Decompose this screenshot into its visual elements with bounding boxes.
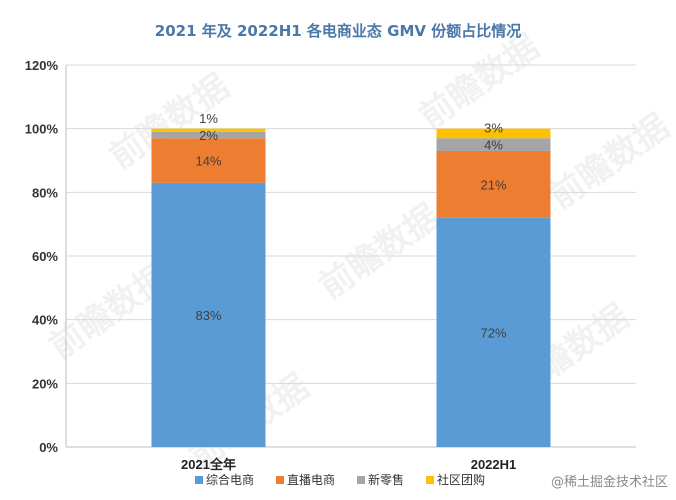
legend-label-直播电商: 直播电商 xyxy=(287,472,335,487)
legend-swatch-直播电商 xyxy=(276,476,284,484)
bar-segment-新零售-2022H1 xyxy=(436,138,551,151)
y-tick-label: 0% xyxy=(39,440,58,455)
bar-segment-综合电商-2022H1 xyxy=(436,217,551,447)
bar-segment-社区团购-2022H1 xyxy=(436,128,551,139)
background-watermark-1: 前瞻数据 xyxy=(412,27,546,138)
data-label-直播电商-2021全年: 14% xyxy=(195,154,221,169)
y-tick-label: 120% xyxy=(25,58,59,73)
bars: 83% 14% 2% 1% 72% 21% 4% 3% xyxy=(151,111,551,448)
legend-label-综合电商: 综合电商 xyxy=(206,472,254,487)
bar-segment-直播电商-2022H1 xyxy=(436,150,551,218)
y-tick-label: 20% xyxy=(32,376,58,391)
data-label-综合电商-2021全年: 83% xyxy=(195,308,221,323)
y-tick-label: 80% xyxy=(32,185,58,200)
legend-swatch-综合电商 xyxy=(195,476,203,484)
data-label-社区团购-2022H1: 3% xyxy=(484,121,503,136)
bar-segment-社区团购-2021全年 xyxy=(151,128,266,132)
x-tick-label: 2021全年 xyxy=(181,457,236,472)
legend: 综合电商 直播电商 新零售 社区团购 xyxy=(195,472,485,487)
data-label-直播电商-2022H1: 21% xyxy=(480,177,506,192)
legend-swatch-社区团购 xyxy=(426,476,434,484)
data-label-新零售-2021全年: 2% xyxy=(199,128,218,143)
y-axis: 0% 20% 40% 60% 80% 100% 120% xyxy=(25,58,67,455)
data-label-新零售-2022H1: 4% xyxy=(484,138,503,153)
y-tick-label: 100% xyxy=(25,122,59,137)
background-watermark-3: 前瞻数据 xyxy=(312,197,446,308)
legend-swatch-新零售 xyxy=(357,476,365,484)
bar-segment-新零售-2021全年 xyxy=(151,131,266,139)
bar-segment-直播电商-2021全年 xyxy=(151,138,266,183)
watermark-text: @稀土掘金技术社区 xyxy=(551,474,668,490)
background-watermark-4: 前瞻数据 xyxy=(542,107,676,218)
bar-segment-综合电商-2021全年 xyxy=(151,182,266,448)
data-label-社区团购-2021全年: 1% xyxy=(199,111,218,126)
x-tick-label: 2022H1 xyxy=(471,457,517,472)
legend-label-社区团购: 社区团购 xyxy=(437,472,485,487)
y-tick-label: 60% xyxy=(32,249,58,264)
chart-title: 2021 年及 2022H1 各电商业态 GMV 份额占比情况 xyxy=(155,22,521,40)
background-watermarks: 前瞻数据前瞻数据前瞻数据前瞻数据前瞻数据前瞻数据前瞻数据 xyxy=(42,27,676,478)
x-axis: 2021全年 2022H1 xyxy=(181,457,516,472)
y-tick-label: 40% xyxy=(32,313,58,328)
legend-label-新零售: 新零售 xyxy=(368,472,404,487)
data-label-综合电商-2022H1: 72% xyxy=(480,325,506,340)
